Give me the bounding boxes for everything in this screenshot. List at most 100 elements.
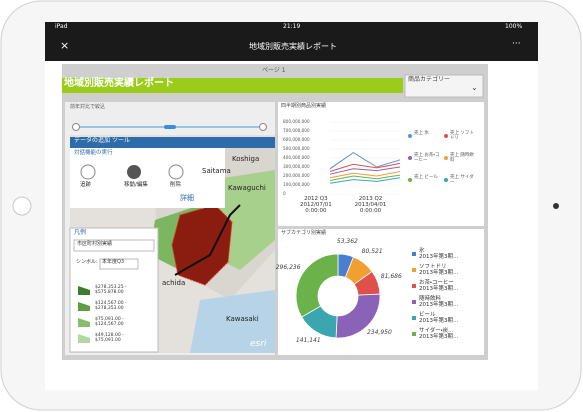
legend-swatch [412,268,416,272]
y-tick-label: 600,000,000 [283,136,310,142]
y-tick-label: 400,000,000 [283,154,310,160]
legend-class: $75,091.00 - $124,567.00 [95,317,124,327]
home-button[interactable] [12,196,32,216]
place-label: Kawasaki [226,315,259,323]
legend-label: お茶・コーヒー 2013年第3期... [419,280,459,292]
legend-class: $49,128.00 - $75,091.00 [95,333,124,343]
slider-label: 前年対比で絞込 [70,104,106,110]
series-line [329,152,401,170]
series-line [329,174,401,181]
data-label: 80,521 [361,248,383,256]
delete-icon[interactable] [168,164,184,180]
attribution: esri [250,339,267,349]
legend-swatch [412,300,416,304]
legend-label: サイダー・炭... 2013年第3期... [419,328,459,340]
toolbar-item[interactable]: データの追加 [74,137,111,144]
y-tick-label: 200,000,000 [283,172,310,178]
map-toolbar [70,137,275,148]
donut-segment [295,253,339,318]
legend-swatch [412,252,416,256]
legend-swatch [78,334,90,343]
track-icon[interactable] [80,164,96,180]
status-time: 21:19 [283,23,301,30]
slider-handle[interactable] [72,123,80,131]
legend-label: 売上 お茶・コーヒー [414,153,440,163]
page-tab: ページ 1 [262,67,286,74]
nav-title: 地域別販売実績レポート [249,42,337,51]
place-label: achida [162,279,186,287]
y-tick-label: 300,000,000 [283,163,310,169]
legend-layer: 市区町村別実績 [77,241,113,247]
legend-marker [408,156,412,160]
legend-label: 氷 2013年第3期... [419,248,459,260]
category-filter[interactable] [404,74,484,98]
symbol-value: 本年度Q3 [102,259,125,265]
filter-label: 商品カテゴリー [408,76,451,83]
place-label: Kawaguchi [228,184,266,192]
y-tick-label: 700,000,000 [283,127,310,133]
status-device: iPad [55,23,68,30]
legend-label: 売上 サイダー [450,175,474,185]
close-button[interactable]: × [60,39,70,52]
legend-swatch [412,284,416,288]
y-tick-label: 500,000,000 [283,145,310,151]
legend-label: ビール 2013年第3期... [419,312,459,324]
map-water [190,290,275,353]
place-label: Koshiga [232,155,260,163]
x-tick-label: 2012 Q3 2012/07/01 0:00:00 [300,196,332,214]
report-title: 地域別販売実績レポート [64,78,174,89]
data-label: 234,950 [366,329,392,337]
legend-label: 売上 氷 [414,131,429,136]
legend-marker [408,178,412,182]
legend-label: 売上 ビール [414,175,438,180]
filter-arrow[interactable]: ⌄ [471,83,478,92]
place-label: Saitama [202,167,231,175]
legend-marker [444,178,448,182]
y-tick-label: 0 [283,190,286,196]
legend-marker [408,134,412,138]
legend-swatch [412,332,416,336]
legend-title: 凡例 [74,229,87,236]
legend-label: 売上 随時飲料 [450,153,474,163]
top-bars [45,22,538,61]
detail-link[interactable]: 詳細 [180,194,194,202]
camera [553,203,559,209]
panel-title: 対話機能の実行 [74,150,113,156]
series-line [329,162,401,172]
symbol-label: シンボル: [76,259,98,265]
action-label[interactable]: 追跡 [80,182,92,188]
line-panel [278,102,484,226]
series-line [329,177,401,184]
map-tool-panel [70,148,225,208]
x-tick-label: 2013 Q2 2013/04/01 0:00:00 [354,196,387,214]
title-band [62,78,403,93]
legend-class: $278,353.25 - $575,878.00 [95,285,127,295]
legend-class: $124,567.00 - $278,353.00 [95,301,127,311]
slider-thumb[interactable] [164,125,176,129]
status-battery: 100% [505,23,523,30]
symbol-select[interactable] [99,258,139,270]
edit-icon[interactable] [127,165,141,179]
chart-title: サブカテゴリ別実績 [281,230,327,236]
toolbar-item[interactable]: ツール [112,137,131,144]
series-line [329,166,401,175]
y-tick-label: 800,000,000 [283,118,310,124]
legend-label: 売上 ソフトドリ [450,131,474,141]
slider-handle[interactable] [259,123,267,131]
more-button[interactable]: ··· [512,39,521,49]
data-label: 81,686 [380,273,402,281]
y-tick-label: 100,000,000 [283,181,310,187]
action-label[interactable]: 移動/編集 [124,182,148,188]
legend-swatch [78,318,90,327]
action-label[interactable]: 削除 [170,182,182,188]
data-label: 141,141 [295,337,321,345]
chart-title: 四半期別商品別実績 [281,103,327,109]
legend-swatch [78,302,90,311]
legend-label: 随時飲料 2013年第3期... [419,296,459,308]
map-route [174,204,241,276]
layer-select[interactable] [73,239,155,252]
data-label: 296,236 [275,264,301,272]
